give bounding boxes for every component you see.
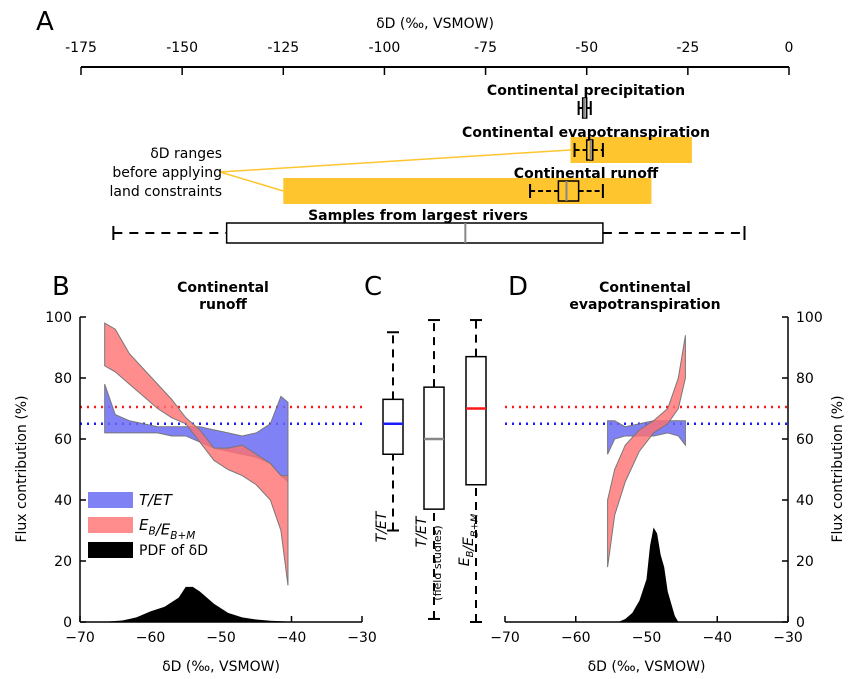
y-tick-label-d: 100 bbox=[796, 310, 823, 326]
axis-label-d-y: Flux contribution (%) bbox=[830, 395, 846, 542]
axis-label-a: δD (‰, VSMOW) bbox=[376, 16, 494, 32]
y-tick-label-b: 80 bbox=[54, 371, 72, 387]
x-tick-label-a: -125 bbox=[267, 40, 299, 56]
panel-label-b: B bbox=[52, 272, 70, 302]
annotation-text: δD ranges bbox=[150, 146, 222, 162]
panel-label-a: A bbox=[36, 7, 54, 37]
panel-title-b: runoff bbox=[199, 297, 247, 313]
box-label-c: T/ET bbox=[374, 510, 390, 542]
box-sublabel-c: (field studies) bbox=[431, 525, 444, 600]
panel-label-c: C bbox=[364, 272, 382, 302]
x-tick-label-a: -100 bbox=[369, 40, 401, 56]
axis-label-d-x: δD (‰, VSMOW) bbox=[588, 659, 706, 675]
legend-swatch bbox=[88, 517, 133, 533]
x-tick-label-d: −30 bbox=[773, 630, 803, 646]
x-tick-label-a: 0 bbox=[785, 40, 794, 56]
panel-title-b: Continental bbox=[177, 280, 269, 296]
y-tick-label-d: 0 bbox=[796, 615, 805, 631]
y-tick-label-b: 40 bbox=[54, 493, 72, 509]
legend-swatch bbox=[88, 542, 133, 558]
box bbox=[585, 139, 594, 161]
x-tick-label-d: −60 bbox=[561, 630, 591, 646]
panel-title-d: Continental bbox=[599, 280, 691, 296]
panel-title-d: evapotranspiration bbox=[569, 297, 720, 313]
annotation-line bbox=[219, 171, 284, 192]
y-tick-label-b: 100 bbox=[45, 310, 72, 326]
x-tick-label-d: −70 bbox=[490, 630, 520, 646]
box-c bbox=[423, 386, 445, 510]
legend-label: T/ET bbox=[139, 491, 174, 509]
box bbox=[557, 180, 580, 202]
box-c bbox=[465, 355, 487, 486]
pdf-area bbox=[101, 586, 288, 622]
band-eb bbox=[104, 322, 289, 586]
legend-label: EB/EB+M bbox=[139, 516, 195, 542]
y-tick-label-b: 60 bbox=[54, 432, 72, 448]
y-tick-label-d: 60 bbox=[796, 432, 814, 448]
legend-label: PDF of δD bbox=[139, 543, 208, 559]
annotation-line bbox=[219, 149, 571, 173]
row-label: Continental precipitation bbox=[487, 83, 685, 99]
box-c bbox=[382, 398, 404, 456]
x-tick-label-a: -150 bbox=[166, 40, 198, 56]
box-label-c: EB/EB+M bbox=[457, 513, 480, 566]
x-tick-label-b: −50 bbox=[206, 630, 236, 646]
x-tick-label-d: −40 bbox=[702, 630, 732, 646]
x-tick-label-a: -175 bbox=[65, 40, 97, 56]
y-tick-label-b: 0 bbox=[63, 615, 72, 631]
y-tick-label-d: 20 bbox=[796, 554, 814, 570]
x-tick-label-d: −50 bbox=[632, 630, 662, 646]
row-label: Continental evapotranspiration bbox=[462, 125, 710, 141]
x-tick-label-b: −30 bbox=[347, 630, 377, 646]
y-tick-label-b: 20 bbox=[54, 554, 72, 570]
pdf-area bbox=[618, 527, 679, 622]
y-tick-label-d: 40 bbox=[796, 493, 814, 509]
annotation-text: land constraints bbox=[110, 184, 222, 200]
axis-label-b-x: δD (‰, VSMOW) bbox=[162, 659, 280, 675]
row-label: Samples from largest rivers bbox=[308, 208, 528, 224]
panel-label-d: D bbox=[508, 272, 528, 302]
x-tick-label-b: −60 bbox=[136, 630, 166, 646]
band-t-et bbox=[607, 420, 686, 455]
axis-label-b-y: Flux contribution (%) bbox=[14, 395, 30, 542]
x-tick-label-b: −70 bbox=[65, 630, 95, 646]
box bbox=[225, 222, 604, 244]
legend-swatch bbox=[88, 492, 133, 508]
x-tick-label-a: -25 bbox=[676, 40, 699, 56]
row-label: Continental runoff bbox=[514, 166, 659, 182]
band-eb bbox=[607, 335, 686, 568]
annotation-text: before applying bbox=[112, 165, 222, 181]
x-tick-label-b: −40 bbox=[277, 630, 307, 646]
x-tick-label-a: -50 bbox=[575, 40, 598, 56]
x-tick-label-a: -75 bbox=[474, 40, 497, 56]
box-label-c: T/ET bbox=[414, 515, 430, 547]
y-tick-label-d: 80 bbox=[796, 371, 814, 387]
